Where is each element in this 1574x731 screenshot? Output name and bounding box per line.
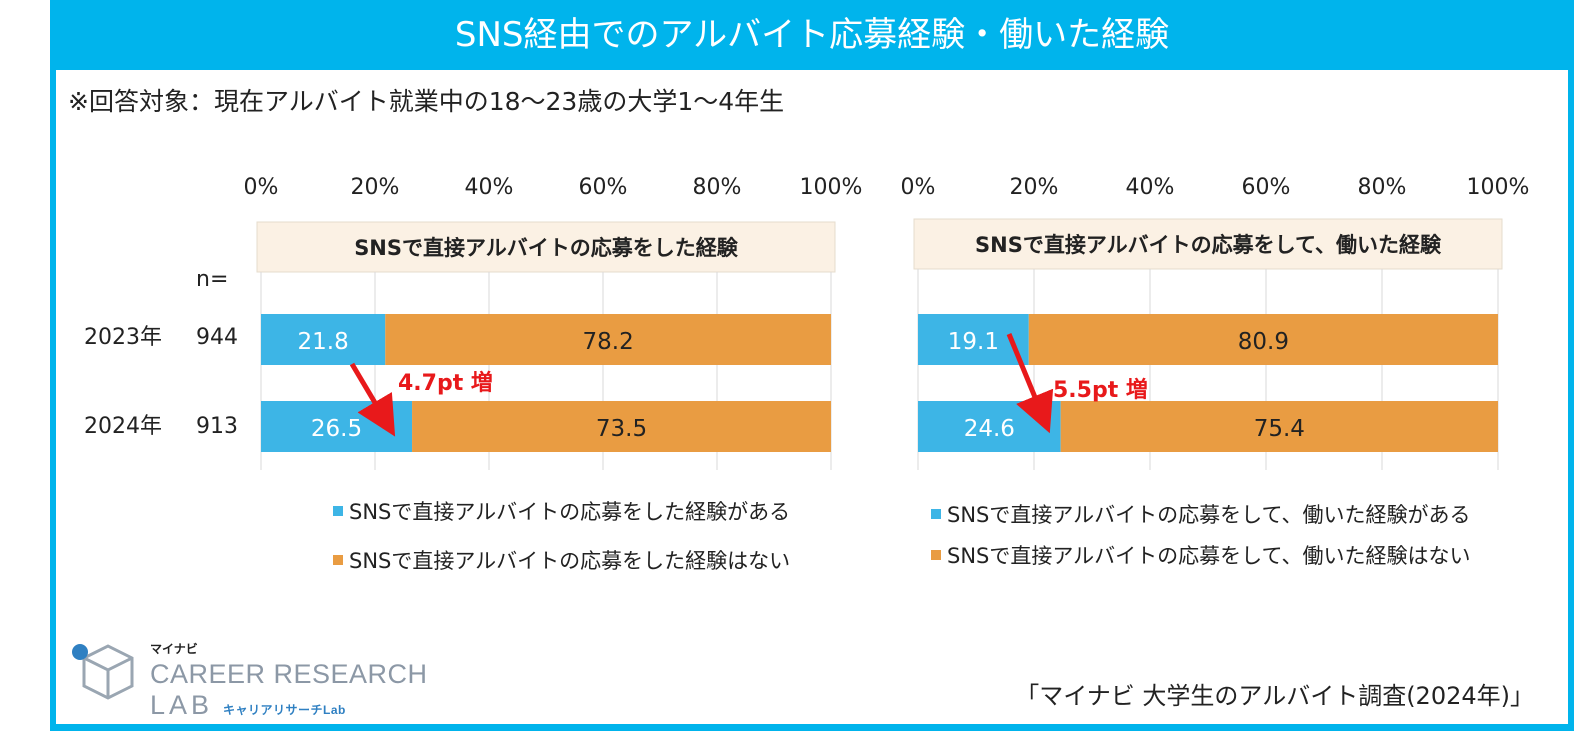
- legend-item-0-no: SNSで直接アルバイトの応募をした経験はない: [333, 545, 790, 575]
- logo-line1: CAREER RESEARCH: [150, 659, 428, 689]
- x-tick-label: 60%: [1242, 175, 1291, 200]
- logo-kana: マイナビ: [150, 642, 198, 656]
- x-tick-label: 100%: [1467, 175, 1530, 200]
- source-citation: 「マイナビ 大学生のアルバイト調査(2024年)」: [1015, 682, 1534, 710]
- data-label: 73.5: [596, 416, 647, 442]
- legend-swatch: [333, 555, 343, 565]
- increase-annotation: 5.5pt 増: [1053, 377, 1148, 403]
- chart-title: SNSで直接アルバイトの応募をして、働いた経験: [975, 233, 1442, 257]
- legend-label: SNSで直接アルバイトの応募をして、働いた経験はない: [947, 544, 1471, 568]
- n-label: n=: [196, 267, 228, 292]
- x-tick-label: 20%: [1010, 175, 1059, 200]
- x-tick-label: 80%: [693, 175, 742, 200]
- bar-segment: [261, 314, 386, 365]
- increase-arrow: [349, 362, 396, 437]
- data-label: 24.6: [964, 416, 1015, 442]
- chart-header-box: [256, 221, 836, 273]
- legend-item-0-yes: SNSで直接アルバイトの応募をした経験がある: [333, 496, 790, 526]
- data-label: 80.9: [1238, 329, 1289, 355]
- chart-panel-worked: SNSで直接アルバイトの応募をして、働いた経験 0% 20% 40% 60% 80% 100…: [901, 175, 1530, 470]
- increase-annotation: 4.7pt 増: [398, 370, 493, 396]
- logo-line2: LAB キャリアリサーチLab: [150, 690, 428, 721]
- row-year-2023: 2023年: [84, 325, 162, 350]
- chart-panel-application: SNSで直接アルバイトの応募をした経験 0% 20% 40% 60% 80% 100% 21.…: [244, 175, 863, 470]
- legend-item-1-no: SNSで直接アルバイトの応募をして、働いた経験はない: [931, 540, 1470, 570]
- legend-swatch: [333, 506, 343, 516]
- logo-text: マイナビ CAREER RESEARCH LAB キャリアリサーチLab: [150, 640, 428, 721]
- x-tick-label: 40%: [1126, 175, 1175, 200]
- bar-segment: [412, 401, 831, 452]
- x-tick-label: 40%: [465, 175, 514, 200]
- row-n-2023: 944: [196, 325, 238, 350]
- row-n-2024: 913: [196, 414, 238, 439]
- page-title: SNS経由でのアルバイト応募経験・働いた経験: [454, 15, 1170, 55]
- data-label: 26.5: [311, 416, 362, 442]
- x-tick-label: 0%: [901, 175, 936, 200]
- data-label: 21.8: [298, 329, 349, 355]
- legend-swatch: [931, 550, 941, 560]
- content-panel: [56, 70, 1568, 724]
- bar-segment: [1028, 314, 1498, 365]
- data-label: 75.4: [1254, 416, 1305, 442]
- row-year-2024: 2024年: [84, 414, 162, 439]
- increase-arrow: [1006, 333, 1054, 434]
- bar-segment: [1060, 401, 1498, 452]
- bar-segment: [385, 314, 831, 365]
- x-tick-label: 100%: [800, 175, 863, 200]
- legend-swatch: [931, 509, 941, 519]
- logo-lab: LAB: [150, 690, 214, 720]
- x-tick-label: 0%: [244, 175, 279, 200]
- legend-label: SNSで直接アルバイトの応募をして、働いた経験がある: [947, 503, 1471, 527]
- logo-sub: キャリアリサーチLab: [223, 703, 346, 717]
- x-tick-label: 20%: [351, 175, 400, 200]
- data-label: 19.1: [948, 329, 999, 355]
- data-label: 78.2: [583, 329, 634, 355]
- chart-title: SNSで直接アルバイトの応募をした経験: [354, 236, 739, 260]
- legend-label: SNSで直接アルバイトの応募をした経験がある: [349, 500, 791, 524]
- respondent-note: ※回答対象：現在アルバイト就業中の18～23歳の大学1～4年生: [68, 87, 785, 116]
- x-tick-label: 60%: [579, 175, 628, 200]
- chart-header-box: [913, 218, 1503, 270]
- career-research-lab-logo-icon: [72, 644, 134, 700]
- legend-item-1-yes: SNSで直接アルバイトの応募をして、働いた経験がある: [931, 499, 1470, 529]
- legend-label: SNSで直接アルバイトの応募をした経験はない: [349, 549, 791, 573]
- x-tick-label: 80%: [1358, 175, 1407, 200]
